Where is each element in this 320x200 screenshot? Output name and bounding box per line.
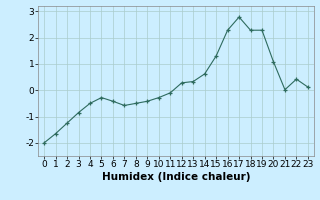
X-axis label: Humidex (Indice chaleur): Humidex (Indice chaleur) — [102, 172, 250, 182]
